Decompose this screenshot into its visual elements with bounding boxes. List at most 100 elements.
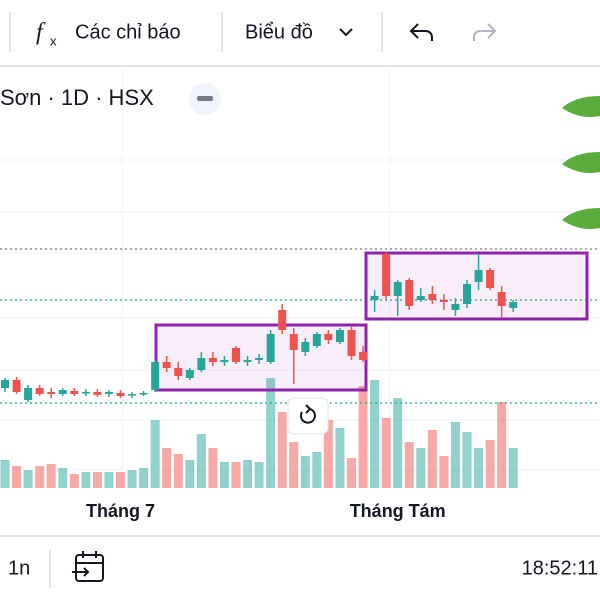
- collapse-icon: [197, 96, 213, 101]
- candle-body: [393, 282, 402, 296]
- candle-body: [47, 392, 56, 394]
- candle-body: [139, 393, 148, 395]
- candle-body: [509, 302, 518, 308]
- volume-bar: [12, 466, 22, 488]
- volume-bar: [277, 412, 287, 488]
- candle-body: [116, 393, 125, 396]
- x-tick-label: Tháng 7: [86, 501, 155, 521]
- volume-bar: [162, 448, 172, 488]
- range-box[interactable]: [364, 251, 589, 321]
- volume-bar: [497, 402, 507, 488]
- redo-button[interactable]: [473, 23, 497, 41]
- candle-body: [301, 342, 310, 352]
- reset-button[interactable]: [287, 397, 329, 435]
- candle-body: [1, 380, 9, 388]
- candle-body: [335, 330, 344, 342]
- candle-body: [232, 348, 240, 362]
- volume-layer: [0, 378, 518, 488]
- leaf-icons: [562, 96, 600, 229]
- candle-body: [58, 390, 67, 394]
- volume-bar: [35, 466, 45, 488]
- range-button[interactable]: 1n: [8, 557, 30, 579]
- candle-body: [104, 392, 113, 394]
- clock: 18:52:11: [522, 557, 598, 579]
- candle-body: [289, 334, 298, 350]
- volume-bar: [150, 420, 160, 488]
- volume-bar: [266, 378, 276, 488]
- fx-icon-sub: x: [50, 33, 57, 48]
- volume-bar: [370, 380, 380, 488]
- candle-layer: [1, 252, 518, 402]
- volume-bar: [0, 460, 10, 488]
- volume-bar: [173, 454, 183, 488]
- candle-body: [197, 358, 206, 370]
- indicators-button[interactable]: Các chỉ báo: [75, 21, 181, 43]
- volume-bar: [358, 386, 368, 488]
- volume-bar: [312, 452, 322, 488]
- legend-symbol: Sơn · 1D · HSX: [0, 85, 154, 110]
- volume-bar: [139, 468, 149, 488]
- chevron: [339, 28, 353, 37]
- volume-bar: [23, 470, 33, 488]
- volume-bar: [127, 470, 137, 488]
- candle-body: [370, 296, 379, 300]
- candle-body: [451, 304, 460, 310]
- volume-bar: [289, 442, 299, 488]
- reset-icon: [299, 404, 316, 424]
- volume-bar: [219, 462, 229, 488]
- candle-body: [463, 284, 471, 304]
- candle-body: [266, 334, 275, 362]
- volume-bar: [46, 464, 56, 488]
- volume-bar: [81, 472, 91, 488]
- candle-body: [439, 300, 448, 302]
- candle-body: [93, 392, 102, 395]
- volume-bar: [462, 432, 472, 488]
- candle-body: [347, 330, 356, 356]
- candle-body: [405, 280, 414, 306]
- candle-body: [497, 292, 506, 306]
- volume-bar: [58, 468, 68, 488]
- candle-body: [428, 294, 437, 300]
- range-box[interactable]: [154, 323, 368, 392]
- candle-body: [278, 310, 287, 330]
- candle-body: [255, 358, 264, 360]
- volume-bar: [335, 428, 345, 488]
- volume-bar: [254, 462, 264, 488]
- candle-body: [474, 270, 483, 282]
- candle-body: [486, 270, 495, 288]
- volume-bar: [323, 420, 333, 488]
- volume-bar: [69, 474, 79, 488]
- volume-bar: [393, 398, 403, 488]
- undo-button[interactable]: [409, 23, 433, 41]
- candle-body: [312, 334, 321, 346]
- candle-body: [359, 352, 368, 360]
- volume-bar: [439, 456, 449, 488]
- volume-bar: [416, 448, 426, 488]
- candle-body: [382, 254, 391, 296]
- volume-bar: [508, 448, 518, 488]
- volume-bar: [381, 418, 391, 488]
- candle-body: [24, 388, 33, 400]
- volume-bar: [450, 422, 460, 488]
- candle-body: [70, 391, 79, 394]
- volume-bar: [485, 440, 495, 488]
- candle-body: [81, 392, 90, 394]
- candle-body: [128, 394, 137, 396]
- volume-bar: [347, 458, 356, 488]
- candle-body: [35, 388, 44, 394]
- volume-bar: [404, 442, 414, 488]
- volume-bar: [208, 448, 218, 488]
- volume-bar: [92, 472, 102, 488]
- volume-bar: [243, 460, 253, 488]
- candle-body: [324, 334, 333, 340]
- candle-body: [174, 368, 183, 376]
- volume-bar: [427, 430, 437, 488]
- volume-bar: [116, 472, 125, 488]
- calendar-button[interactable]: [72, 551, 104, 582]
- volume-bar: [300, 456, 310, 488]
- fx-icon[interactable]: f: [36, 20, 46, 46]
- candle-body: [151, 362, 160, 390]
- x-tick-label: Tháng Tám: [350, 501, 446, 521]
- chart-button[interactable]: Biểu đồ: [245, 21, 313, 43]
